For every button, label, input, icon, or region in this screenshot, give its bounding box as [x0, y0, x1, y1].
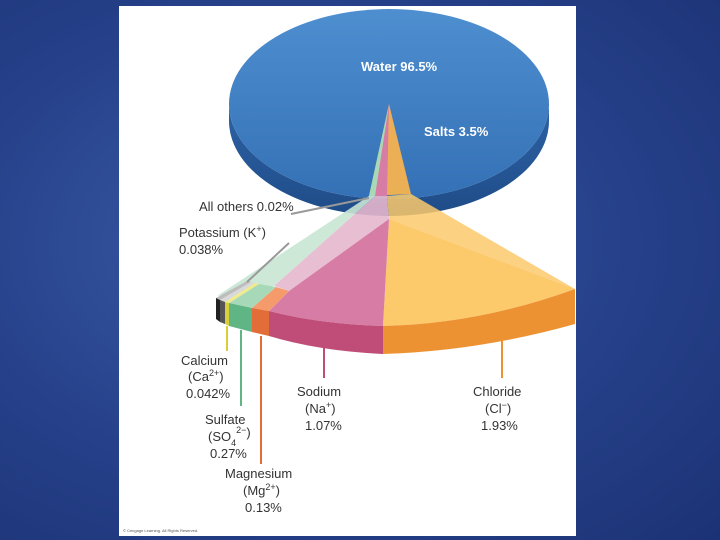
- seawater-composition-chart: Water 96.5% Salts 3.5% All others 0.02% …: [123, 9, 575, 533]
- magnesium-value: 0.13%: [245, 500, 282, 515]
- magnesium-side: [252, 308, 269, 336]
- all-others-side: [216, 298, 220, 322]
- calcium-formula: (Ca2+): [188, 368, 224, 384]
- sodium-formula: (Na+): [305, 400, 336, 416]
- potassium-side: [220, 300, 225, 324]
- sulfate-side: [229, 303, 252, 332]
- salts-breakdown-pie: [216, 219, 575, 354]
- copyright-notice: © Cengage Learning. All Rights Reserved.: [123, 528, 198, 533]
- connector-sodium: [274, 196, 389, 291]
- all-others-label: All others 0.02%: [199, 199, 294, 214]
- sodium-top: [269, 219, 389, 326]
- calcium-side: [225, 302, 229, 326]
- salts-slice-edge: [369, 104, 389, 196]
- all-others-leader: [290, 197, 370, 215]
- expansion-connector: [217, 194, 575, 296]
- sulfate-value: 0.27%: [210, 446, 247, 461]
- sulfate-top: [229, 284, 276, 308]
- sodium-side: [269, 311, 383, 354]
- potassium-leader: [246, 242, 290, 283]
- connector-chloride: [387, 194, 575, 289]
- all-others-top: [216, 281, 251, 300]
- potassium-label: Potassium (K+): [179, 224, 266, 240]
- magnesium-label: Magnesium: [225, 466, 292, 481]
- connector-others: [217, 196, 375, 296]
- figure-card: Water 96.5% Salts 3.5% All others 0.02% …: [119, 6, 576, 536]
- calcium-label: Calcium: [181, 353, 228, 368]
- water-slice-side: [229, 104, 549, 216]
- chloride-value: 1.93%: [481, 418, 518, 433]
- sulfate-label: Sulfate: [205, 412, 245, 427]
- sulfate-formula: (SO42−): [208, 425, 251, 448]
- potassium-value: 0.038%: [179, 242, 224, 257]
- water-label: Water 96.5%: [361, 59, 438, 74]
- chloride-formula: (Cl−): [485, 400, 511, 416]
- potassium-top: [220, 282, 255, 302]
- chloride-side: [383, 289, 575, 354]
- chloride-label: Chloride: [473, 384, 521, 399]
- calcium-top: [225, 283, 259, 303]
- chloride-top: [383, 219, 575, 326]
- sodium-value: 1.07%: [305, 418, 342, 433]
- magnesium-top: [252, 287, 289, 311]
- salts-label: Salts 3.5%: [424, 124, 489, 139]
- magnesium-formula: (Mg2+): [243, 482, 280, 498]
- sodium-label: Sodium: [297, 384, 341, 399]
- main-pie: [229, 9, 549, 216]
- calcium-value: 0.042%: [186, 386, 231, 401]
- leader-lines: [226, 197, 503, 464]
